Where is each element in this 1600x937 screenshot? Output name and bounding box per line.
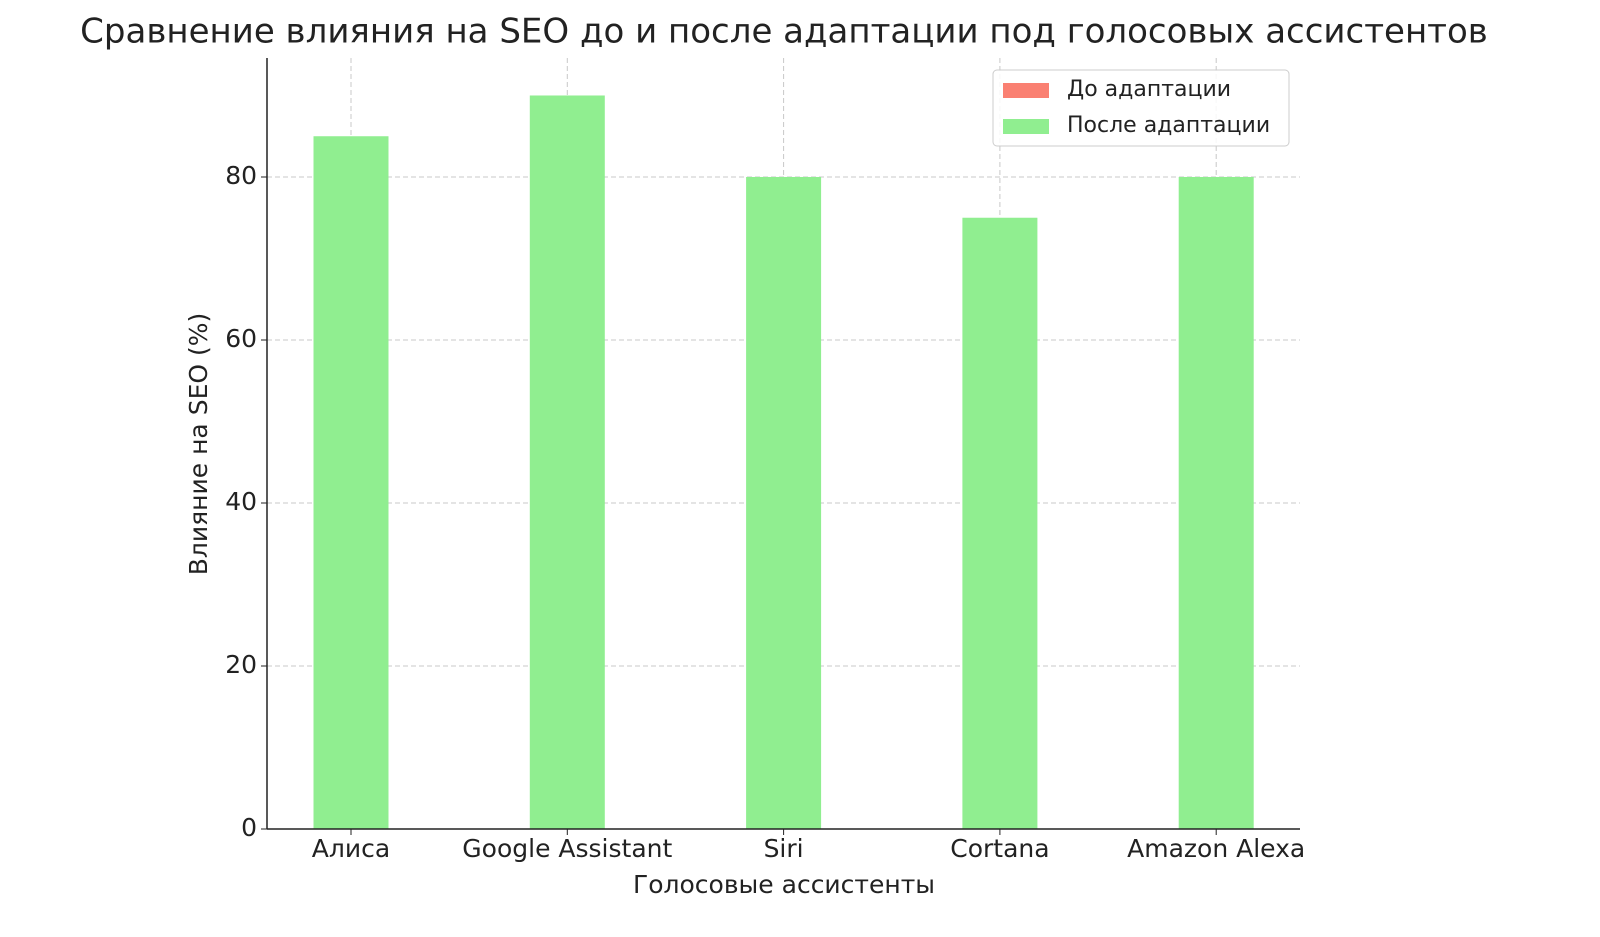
y-tick-label: 20 xyxy=(225,650,257,679)
y-tick-label: 40 xyxy=(225,487,257,516)
x-tick-label: Алиса xyxy=(312,834,390,863)
y-tick-label: 60 xyxy=(225,324,257,353)
x-tick-label: Amazon Alexa xyxy=(1127,834,1305,863)
x-tick-label: Cortana xyxy=(950,834,1049,863)
legend-box xyxy=(992,69,1290,147)
legend-swatch xyxy=(1003,119,1049,134)
y-axis-label: Влияние на SEO (%) xyxy=(184,313,213,576)
bar xyxy=(313,136,389,829)
y-tick-label: 80 xyxy=(225,161,257,190)
legend-label: До адаптации xyxy=(1067,77,1231,102)
x-axis-label: Голосовые ассистенты xyxy=(633,870,935,899)
chart-title: Сравнение влияния на SEO до и после адап… xyxy=(80,12,1488,52)
legend-swatch xyxy=(1003,83,1049,98)
x-tick-label: Google Assistant xyxy=(462,834,672,863)
y-tick-label: 0 xyxy=(241,813,257,842)
legend-label: После адаптации xyxy=(1067,113,1270,138)
bar xyxy=(746,176,822,829)
bar xyxy=(962,217,1038,829)
bar xyxy=(1178,176,1254,829)
bar xyxy=(529,95,605,830)
x-tick-label: Siri xyxy=(764,834,804,863)
